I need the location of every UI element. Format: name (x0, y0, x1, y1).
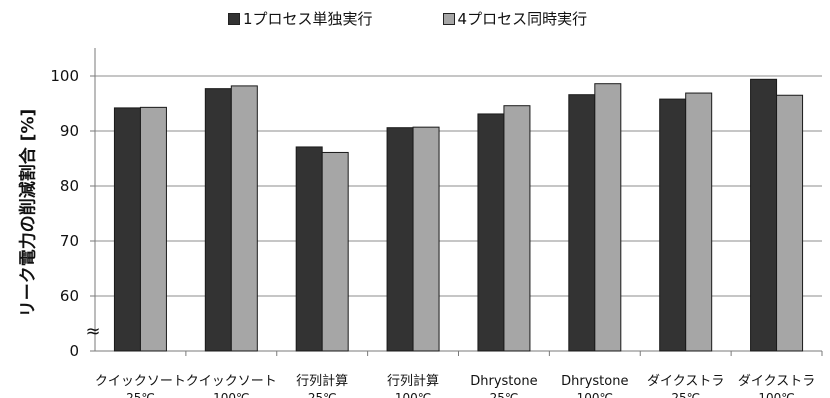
bar-series-1 (750, 78, 778, 352)
bar-series-2 (503, 105, 531, 352)
y-tick-label: 100 (50, 67, 79, 85)
bar-series-2 (685, 92, 713, 352)
bar-series-2 (139, 106, 167, 352)
legend-label-series-1: 1プロセス単独実行 (243, 10, 373, 28)
y-tick-label: 70 (60, 232, 79, 250)
x-tick-sublabel: 25℃ (490, 391, 519, 398)
y-tick-label: 80 (60, 177, 79, 195)
x-tick-sublabel: 25℃ (126, 391, 155, 398)
x-tick-sublabel: 25℃ (308, 391, 337, 398)
legend-item-series-1: 1プロセス単独実行 (228, 8, 373, 29)
y-tick-label: 90 (60, 122, 79, 140)
bar-series-1 (568, 94, 596, 352)
bar-series-2 (321, 151, 349, 352)
x-tick-label: Dhrystone (561, 374, 628, 389)
x-tick-label: ダイクストラ (647, 374, 724, 389)
x-tick-sublabel: 100℃ (395, 391, 431, 398)
legend-item-series-2: 4プロセス同時実行 (442, 8, 588, 29)
x-tick-label: 行列計算 (296, 373, 348, 389)
bar-series-1 (204, 88, 232, 352)
legend-swatch-series-2 (442, 12, 455, 25)
bar-series-1 (295, 146, 323, 352)
bar-series-1 (659, 98, 687, 352)
axis-break-symbol: ≈ (85, 321, 100, 342)
legend-label-series-2: 4プロセス同時実行 (457, 10, 588, 28)
bar-series-2 (230, 85, 258, 352)
bar-series-1 (477, 113, 505, 352)
y-tick-label: 0 (69, 342, 79, 360)
x-tick-sublabel: 100℃ (577, 391, 613, 398)
y-tick-label: 60 (60, 287, 79, 305)
bar-series-2 (776, 94, 804, 352)
x-tick-label: Dhrystone (470, 374, 537, 389)
x-tick-sublabel: 100℃ (213, 391, 249, 398)
x-tick-label: ダイクストラ (738, 374, 815, 389)
legend-swatch-series-1 (228, 12, 240, 25)
bar-series-2 (412, 126, 440, 352)
x-tick-label: クイックソート (95, 374, 186, 389)
bar-series-1 (113, 107, 141, 352)
x-tick-label: 行列計算 (387, 373, 439, 389)
x-tick-label: クイックソート (186, 374, 277, 389)
x-tick-sublabel: 100℃ (758, 391, 794, 398)
chart-legend: 1プロセス単独実行 4プロセス同時実行 (228, 8, 587, 29)
bar-series-2 (594, 83, 622, 352)
x-tick-sublabel: 25℃ (671, 391, 700, 398)
bar-series-1 (386, 127, 414, 352)
